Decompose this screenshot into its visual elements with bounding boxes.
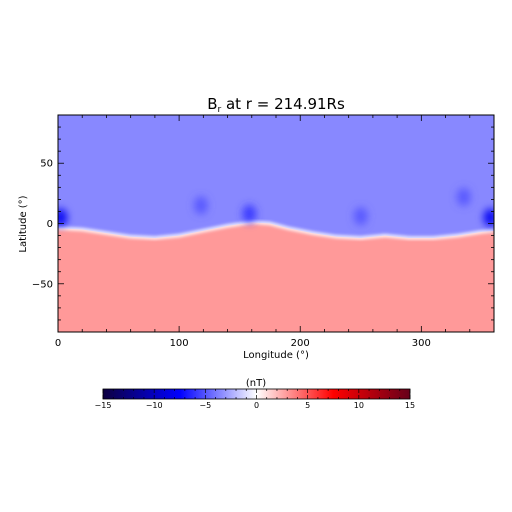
feature-blob — [193, 196, 208, 215]
south-sector — [58, 222, 494, 332]
y-axis-label: Latitude (°) — [18, 195, 29, 252]
feature-blobs — [58, 187, 494, 227]
feature-blob — [483, 208, 494, 227]
title-main: B — [207, 95, 217, 113]
colorbar-label: (nT) — [246, 378, 266, 389]
colorbar-tick-label: 15 — [405, 401, 415, 410]
x-tick-label: 200 — [291, 338, 310, 349]
chart-title: Br at r = 214.91Rs — [207, 95, 345, 115]
x-axis-label: Longitude (°) — [243, 350, 309, 361]
current-sheet-line — [58, 220, 494, 240]
heatmap-field — [58, 115, 494, 332]
title-rest: at r = 214.91Rs — [221, 95, 345, 113]
x-tick-label: 0 — [55, 338, 61, 349]
colorbar-tick-label: 0 — [254, 401, 259, 410]
y-tick-label: 50 — [40, 159, 53, 170]
colorbar-tick-label: −15 — [95, 401, 112, 410]
title-subscript: r — [217, 105, 221, 115]
colorbar-tick-label: −10 — [146, 401, 163, 410]
x-tick-label: 300 — [412, 338, 431, 349]
feature-blob — [353, 207, 368, 226]
colorbar-tick-label: 5 — [305, 401, 310, 410]
colorbar-ticks: −15 −10 −5 0 5 10 15 — [95, 389, 415, 410]
feature-blob — [456, 187, 471, 206]
y-axis-ticks: −50 0 50 — [32, 114, 494, 333]
y-tick-label: −50 — [32, 279, 53, 290]
x-tick-label: 100 — [170, 338, 189, 349]
colorbar-tick-label: 10 — [354, 401, 364, 410]
feature-blob — [242, 204, 257, 223]
feature-blob — [58, 208, 68, 227]
y-tick-label: 0 — [47, 219, 53, 230]
x-axis-ticks: 0 100 200 300 — [55, 115, 495, 349]
colorbar-tick-label: −5 — [199, 401, 211, 410]
